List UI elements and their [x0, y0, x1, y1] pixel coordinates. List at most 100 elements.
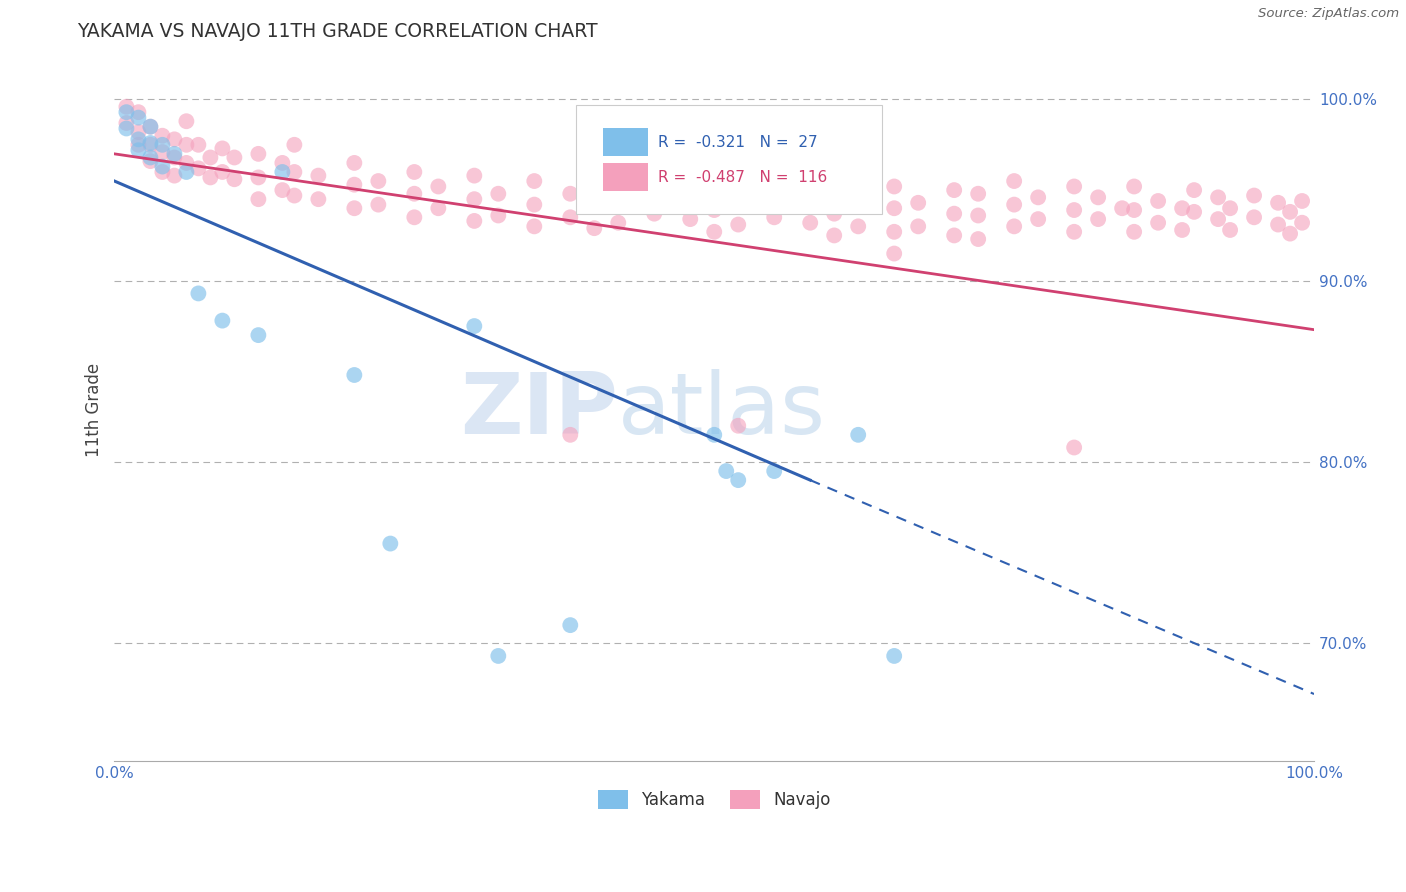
Point — [967, 209, 990, 223]
Point — [343, 201, 366, 215]
Point — [463, 319, 485, 334]
Point — [846, 427, 869, 442]
Point — [883, 225, 905, 239]
Point — [1291, 216, 1313, 230]
Point — [283, 188, 305, 202]
Point — [127, 125, 149, 139]
Point — [486, 186, 509, 201]
Point — [679, 212, 702, 227]
Point — [427, 179, 450, 194]
Point — [187, 286, 209, 301]
Text: ZIP: ZIP — [461, 368, 619, 452]
Point — [427, 201, 450, 215]
Point — [1182, 183, 1205, 197]
Point — [463, 192, 485, 206]
Point — [1063, 202, 1085, 217]
Point — [703, 427, 725, 442]
Point — [560, 427, 582, 442]
Point — [643, 207, 665, 221]
FancyBboxPatch shape — [576, 105, 882, 214]
Point — [703, 225, 725, 239]
Point — [716, 464, 738, 478]
Point — [127, 137, 149, 152]
Point — [643, 183, 665, 197]
Point — [799, 194, 821, 208]
Point — [176, 156, 198, 170]
Point — [380, 536, 402, 550]
Point — [115, 100, 138, 114]
Point — [139, 136, 162, 150]
Point — [523, 197, 546, 211]
Text: R =  -0.321   N =  27: R = -0.321 N = 27 — [658, 135, 817, 150]
Point — [1087, 212, 1109, 227]
Point — [152, 128, 174, 143]
Point — [211, 165, 233, 179]
Point — [799, 216, 821, 230]
Point — [1267, 195, 1289, 210]
Point — [1206, 212, 1229, 227]
Point — [523, 219, 546, 234]
Text: R =  -0.487   N =  116: R = -0.487 N = 116 — [658, 170, 827, 185]
Point — [283, 165, 305, 179]
Point — [523, 174, 546, 188]
Point — [560, 211, 582, 225]
Point — [1147, 194, 1170, 208]
Point — [367, 197, 389, 211]
Point — [486, 648, 509, 663]
Point — [1063, 441, 1085, 455]
Point — [1026, 190, 1049, 204]
Point — [943, 228, 966, 243]
Point — [1182, 205, 1205, 219]
Point — [271, 183, 294, 197]
Point — [127, 105, 149, 120]
Point — [1219, 223, 1241, 237]
Point — [152, 145, 174, 159]
Point — [1219, 201, 1241, 215]
Point — [139, 151, 162, 165]
Point — [224, 172, 246, 186]
Point — [139, 137, 162, 152]
Point — [187, 161, 209, 176]
Point — [763, 464, 786, 478]
Point — [823, 228, 845, 243]
Point — [846, 195, 869, 210]
Point — [463, 169, 485, 183]
Point — [727, 418, 749, 433]
Point — [967, 186, 990, 201]
Point — [583, 174, 606, 188]
Point — [763, 211, 786, 225]
Text: YAKAMA VS NAVAJO 11TH GRADE CORRELATION CHART: YAKAMA VS NAVAJO 11TH GRADE CORRELATION … — [77, 22, 598, 41]
Point — [271, 165, 294, 179]
Point — [486, 209, 509, 223]
Point — [607, 216, 630, 230]
Point — [176, 165, 198, 179]
Point — [1243, 211, 1265, 225]
Point — [152, 137, 174, 152]
Point — [607, 194, 630, 208]
Point — [679, 190, 702, 204]
Point — [163, 169, 186, 183]
Legend: Yakama, Navajo: Yakama, Navajo — [591, 783, 838, 816]
Point — [1171, 223, 1194, 237]
Point — [176, 114, 198, 128]
Bar — [603, 163, 648, 192]
Point — [139, 154, 162, 169]
Point — [200, 151, 222, 165]
Point — [115, 116, 138, 130]
Point — [823, 183, 845, 197]
Point — [247, 146, 270, 161]
Point — [1087, 190, 1109, 204]
Point — [883, 179, 905, 194]
Point — [404, 165, 426, 179]
Point — [1026, 212, 1049, 227]
Point — [163, 132, 186, 146]
Point — [943, 207, 966, 221]
Point — [200, 170, 222, 185]
Point — [1206, 190, 1229, 204]
Point — [176, 137, 198, 152]
Point — [727, 195, 749, 210]
Point — [703, 179, 725, 194]
Point — [343, 368, 366, 382]
Point — [139, 120, 162, 134]
Point — [703, 202, 725, 217]
